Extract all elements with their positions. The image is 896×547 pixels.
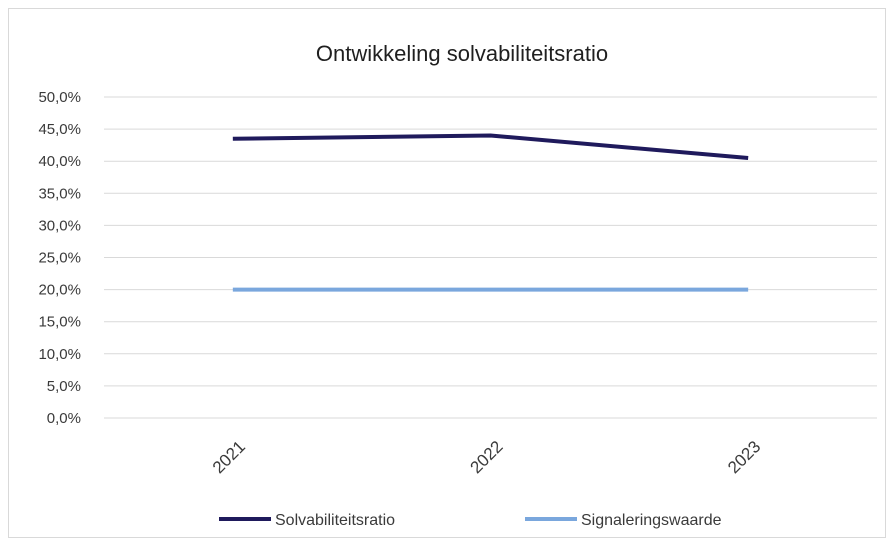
y-tick-label: 0,0% xyxy=(47,410,81,427)
y-tick-label: 45,0% xyxy=(38,121,81,138)
y-tick-label: 15,0% xyxy=(38,314,81,331)
y-tick-label: 35,0% xyxy=(38,185,81,202)
series-line-solvabiliteitsratio xyxy=(232,133,749,160)
x-tick-label: 2023 xyxy=(724,437,764,477)
y-tick-label: 20,0% xyxy=(38,282,81,299)
chart-frame: Ontwikkeling solvabiliteitsratio 0,0% 5,0… xyxy=(8,8,886,538)
legend-label: Signaleringswaarde xyxy=(581,512,722,529)
y-tick-label: 25,0% xyxy=(38,250,81,267)
legend-label: Solvabiliteitsratio xyxy=(275,512,395,529)
y-tick-label: 50,0% xyxy=(38,89,81,106)
chart-title: Ontwikkeling solvabiliteitsratio xyxy=(316,41,608,66)
y-tick-label: 40,0% xyxy=(38,153,81,170)
line-chart: Ontwikkeling solvabiliteitsratio 0,0% 5,0… xyxy=(38,41,877,529)
y-tick-label: 5,0% xyxy=(47,378,81,395)
y-tick-label: 10,0% xyxy=(38,346,81,363)
y-tick-label: 30,0% xyxy=(38,217,81,234)
x-tick-label: 2022 xyxy=(467,437,507,477)
x-tick-label: 2021 xyxy=(209,437,249,477)
